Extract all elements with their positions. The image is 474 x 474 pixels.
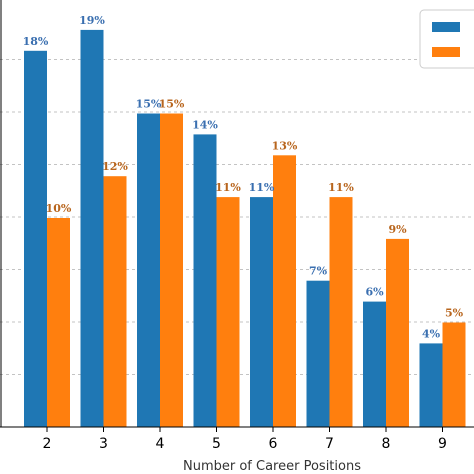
x-tick-label: 3 xyxy=(99,436,108,452)
bar xyxy=(419,343,443,427)
x-tick-label: 8 xyxy=(382,436,391,452)
data-label: 6% xyxy=(365,286,384,299)
bar xyxy=(160,113,183,427)
x-tick-label: 6 xyxy=(269,436,278,452)
x-tick-label: 7 xyxy=(325,436,334,452)
x-tick-label: 5 xyxy=(212,436,221,452)
data-label: 4% xyxy=(422,327,441,340)
data-label: 7% xyxy=(309,265,328,278)
data-label: 19% xyxy=(79,14,105,27)
data-label: 9% xyxy=(388,223,407,236)
bars xyxy=(24,29,466,428)
bar xyxy=(216,197,240,427)
data-label: 11% xyxy=(249,181,275,194)
data-label: 15% xyxy=(159,98,185,111)
legend-box xyxy=(419,9,474,69)
bar xyxy=(386,238,409,427)
data-label: 15% xyxy=(136,98,162,111)
data-label: 18% xyxy=(23,35,49,48)
bar xyxy=(103,176,127,427)
bar xyxy=(137,113,160,427)
bar xyxy=(24,50,47,428)
bar xyxy=(80,29,104,428)
bar xyxy=(250,197,273,427)
x-tick-label: 4 xyxy=(156,436,165,452)
bar xyxy=(47,218,70,427)
data-label: 10% xyxy=(46,202,72,215)
legend-swatch xyxy=(432,22,460,32)
x-axis-title: Number of Career Positions xyxy=(183,459,361,474)
data-label: 5% xyxy=(445,307,464,320)
x-tick-label: 2 xyxy=(43,436,52,452)
data-label: 11% xyxy=(215,181,241,194)
bar xyxy=(273,155,296,428)
bar xyxy=(193,134,217,427)
data-label: 13% xyxy=(272,139,298,152)
bar xyxy=(329,197,353,427)
data-label: 12% xyxy=(102,160,128,173)
legend xyxy=(419,9,474,69)
x-ticks: 2 3 4 5 6 7 8 9 xyxy=(43,427,447,452)
bar xyxy=(442,322,466,427)
bar xyxy=(363,301,386,427)
bar xyxy=(306,280,330,427)
legend-swatch xyxy=(432,47,460,57)
grid-lines xyxy=(0,0,474,427)
data-label: 11% xyxy=(328,181,354,194)
data-labels: 18% 10% 19% 12% 15%15% 14% 11% 11% 13% 7% 11% 6% 9% 4… xyxy=(23,14,464,340)
x-tick-label: 9 xyxy=(438,436,447,452)
data-label: 14% xyxy=(192,118,218,131)
